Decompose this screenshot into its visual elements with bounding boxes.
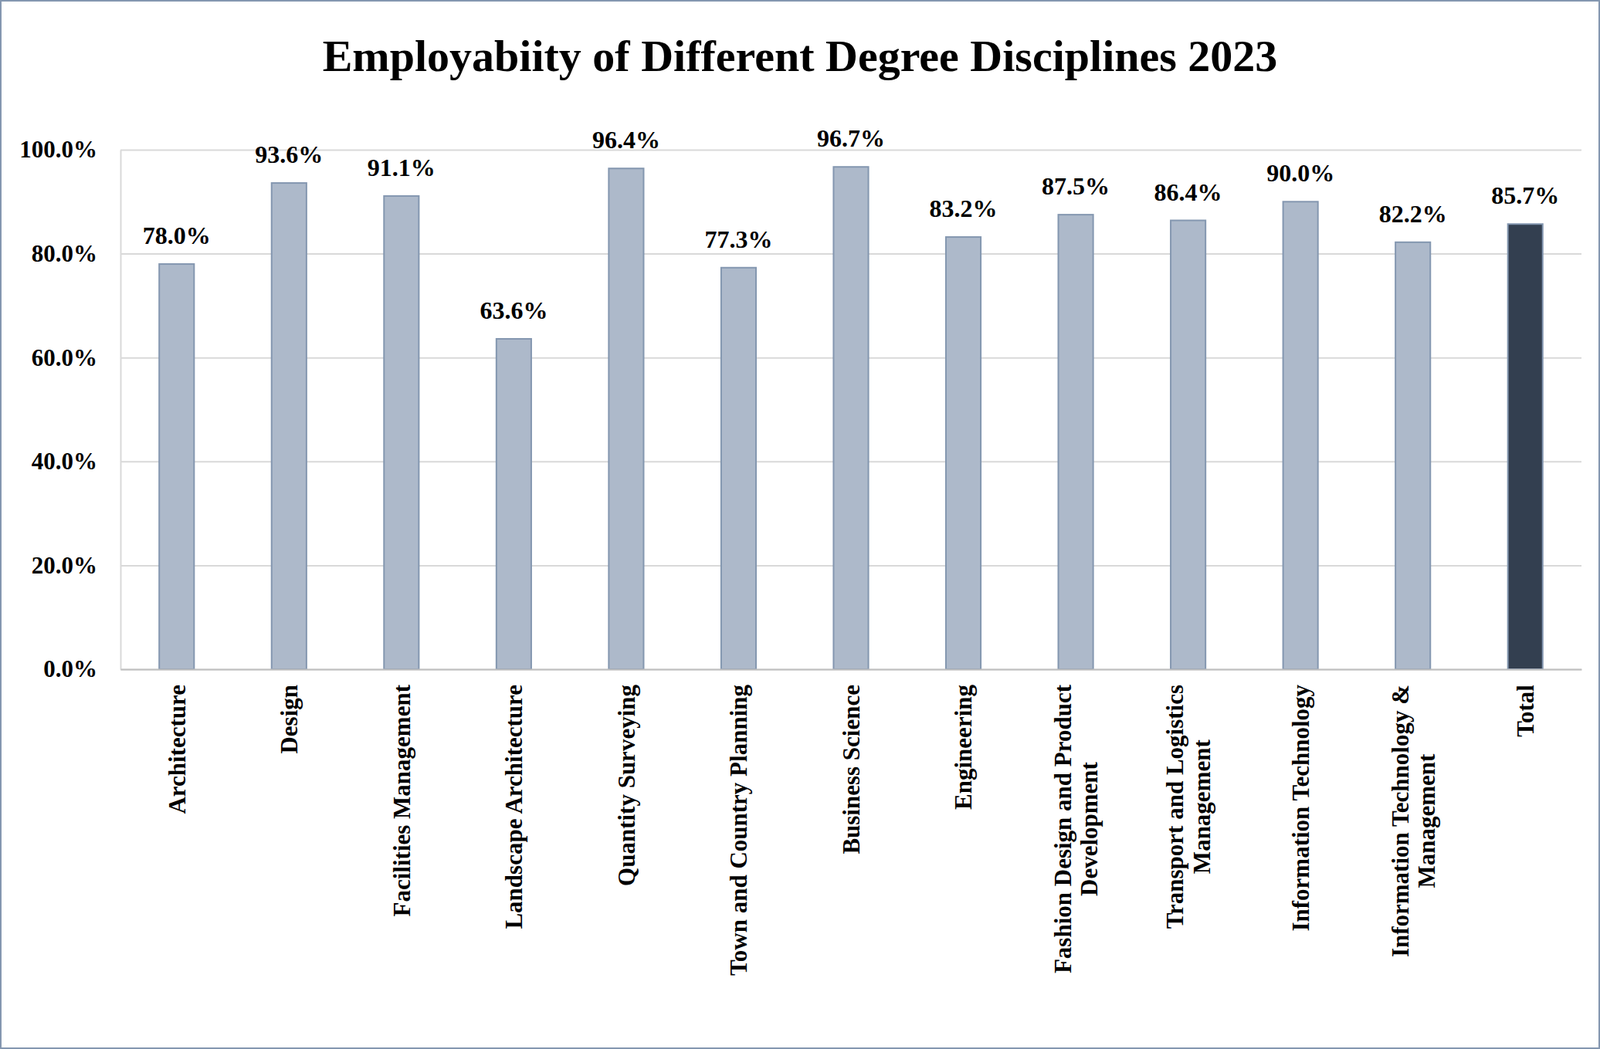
x-tick-label: Town and Country Planning [725,684,753,977]
data-label: 86.4% [1154,178,1223,207]
x-tick: Quantity Surveying [613,684,641,887]
x-tick-label-line: Information Technology [1287,684,1315,933]
x-tick-label-line: Town and Country Planning [725,684,753,977]
x-tick: Information Technology [1287,684,1315,933]
x-tick: Facilities Management [388,684,416,917]
bars [159,166,1543,670]
data-label: 91.1% [367,153,436,182]
x-tick: Design [275,684,303,755]
chart: Employabiity of Different Degree Discipl… [0,0,1600,1049]
x-tick: Business Science [837,684,865,855]
x-tick-label: Architecture [163,684,191,815]
data-label: 77.3% [704,225,773,254]
data-label: 96.7% [816,124,885,153]
y-tick-label: 60.0% [31,344,98,372]
data-labels: 78.0% 93.6% 91.1% 63.6% 96.4% 77.3% 96.7% 83.2%… [142,124,1560,325]
y-tick-label: 100.0% [19,135,98,163]
x-tick: Total [1511,684,1539,738]
x-tick-label-line: Transport and Logistics [1161,684,1189,929]
x-tick-label: Total [1511,684,1539,738]
y-tick: 60.0% [31,344,1582,372]
x-tick-label-line: Management [1188,739,1216,875]
x-tick-label: Landscape Architecture [500,684,528,930]
x-tick-label-line: Management [1413,753,1441,889]
x-tick: Architecture [163,684,191,815]
data-label: 78.0% [142,221,211,250]
x-tick: Transport and LogisticsManagement [1161,684,1215,929]
x-tick-label: Quantity Surveying [613,684,641,887]
x-tick: Town and Country Planning [725,684,753,977]
bar [496,338,532,670]
y-tick: 100.0% [19,135,1582,163]
y-axis: 0.0% 20.0% 40.0% 60.0% 80.0% 100.0% [19,135,1582,683]
data-label: 90.0% [1266,159,1335,187]
bar [1395,242,1431,670]
y-tick: 80.0% [31,240,1582,268]
x-tick-label-line: Business Science [837,684,865,855]
x-tick-label-line: Facilities Management [388,684,416,917]
x-axis: Architecture Design Facilities Management L… [121,670,1583,977]
x-tick-label: Information Technology &Management [1386,684,1440,958]
x-tick-label-line: Fashion Design and Product [1049,684,1077,974]
x-tick-label: Business Science [837,684,865,855]
bar [945,237,981,670]
y-tick-label: 0.0% [43,655,98,683]
data-label: 63.6% [479,296,548,325]
x-tick-label-line: Total [1511,684,1539,738]
bar [271,183,307,670]
data-label: 96.4% [592,125,661,154]
data-label: 87.5% [1041,172,1110,200]
chart-frame [0,0,1600,1049]
x-tick: Information Technology &Management [1386,684,1440,958]
x-tick-label-line: Design [275,684,303,755]
bar [1283,201,1319,670]
y-axis-line [120,150,123,671]
x-tick-label: Transport and LogisticsManagement [1161,684,1215,929]
x-tick-label-line: Architecture [163,684,191,815]
x-tick: Fashion Design and ProductDevelopment [1049,684,1103,974]
bar [1058,214,1094,670]
x-axis-line [121,669,1583,672]
bar [833,166,868,670]
x-tick: Engineering [949,684,977,811]
title: Employabiity of Different Degree Discipl… [322,30,1278,82]
data-label: 93.6% [254,140,323,169]
bar [383,196,419,670]
grid-line [120,669,1582,672]
bar [1508,223,1543,670]
data-label: 83.2% [929,194,998,223]
x-tick-label: Fashion Design and ProductDevelopment [1049,684,1103,974]
y-tick-label: 40.0% [31,447,98,475]
data-label: 82.2% [1379,200,1448,228]
y-tick-label: 80.0% [31,240,98,268]
x-tick-label-line: Quantity Surveying [613,684,641,887]
bar [159,264,194,670]
y-tick: 20.0% [31,552,1582,580]
y-tick-label: 20.0% [31,552,98,580]
plot: 0.0% 20.0% 40.0% 60.0% 80.0% 100.0% Architectu… [19,124,1582,977]
x-tick-label: Engineering [949,684,977,811]
x-tick-label-line: Engineering [949,684,977,811]
data-label: 85.7% [1491,181,1560,210]
x-tick-label-line: Landscape Architecture [500,684,528,930]
bar [608,168,644,670]
x-tick-label: Design [275,684,303,755]
x-tick: Landscape Architecture [500,684,528,930]
y-tick: 40.0% [31,447,1582,475]
x-tick-label-line: Development [1075,761,1103,897]
bar [1170,220,1206,670]
x-tick-label-line: Information Technology & [1386,684,1414,958]
x-tick-label: Information Technology [1287,684,1315,933]
bar [721,267,756,670]
x-tick-label: Facilities Management [388,684,416,917]
